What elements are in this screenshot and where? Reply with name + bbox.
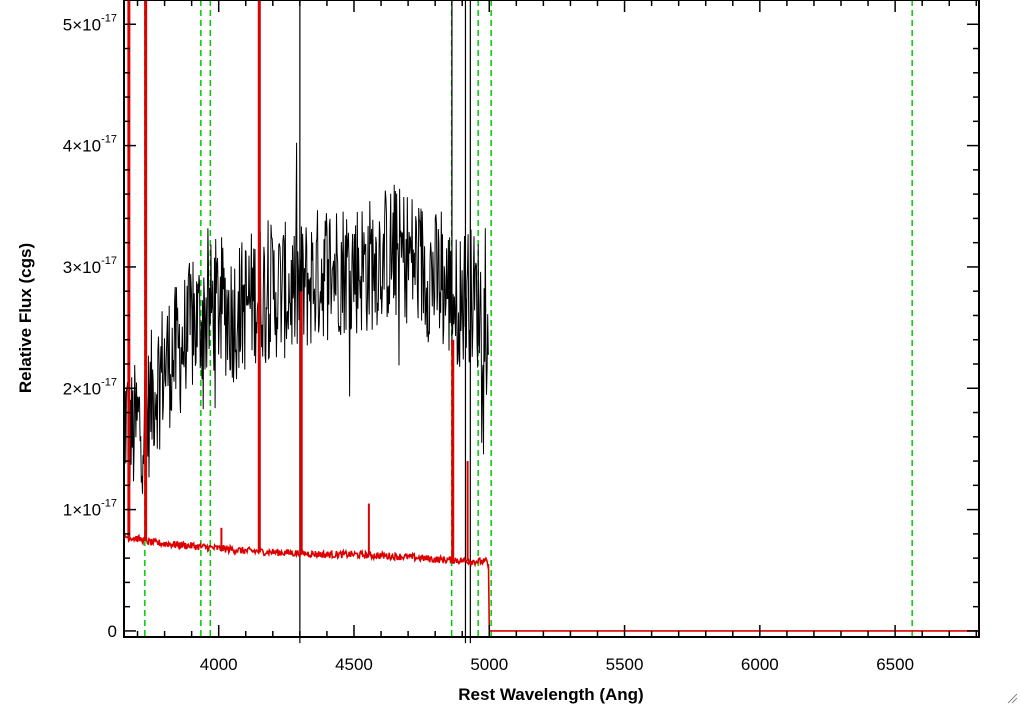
- resize-grip-icon[interactable]: [1006, 692, 1018, 704]
- black-spectrum-line: [123, 142, 489, 494]
- x-tick-label: 5500: [606, 655, 644, 674]
- red-model-line: [123, 533, 979, 632]
- x-axis-title: Rest Wavelength (Ang): [458, 685, 643, 704]
- x-tick-label: 6500: [876, 655, 914, 674]
- y-tick-label: 2×10-17: [63, 376, 117, 398]
- y-axis-title: Relative Flux (cgs): [16, 243, 35, 393]
- y-tick-label: 3×10-17: [63, 255, 117, 277]
- y-tick-label: 0: [108, 622, 117, 641]
- x-tick-label: 6000: [741, 655, 779, 674]
- y-tick-label: 4×10-17: [63, 134, 117, 156]
- axes-frame: [123, 0, 980, 638]
- red-model-series: [123, 0, 979, 632]
- y-tick-label: 5×10-17: [63, 12, 117, 34]
- axis-ticks: [124, 0, 979, 637]
- tick-labels: 4000 4500 5000 5500 6000 6500 0 1×10-17 2×10-17 3…: [63, 12, 914, 674]
- y-tick-label: 1×10-17: [63, 498, 117, 520]
- x-tick-label: 4500: [335, 655, 373, 674]
- plot-frame: [123, 0, 980, 638]
- x-tick-label: 5000: [470, 655, 508, 674]
- x-tick-label: 4000: [200, 655, 238, 674]
